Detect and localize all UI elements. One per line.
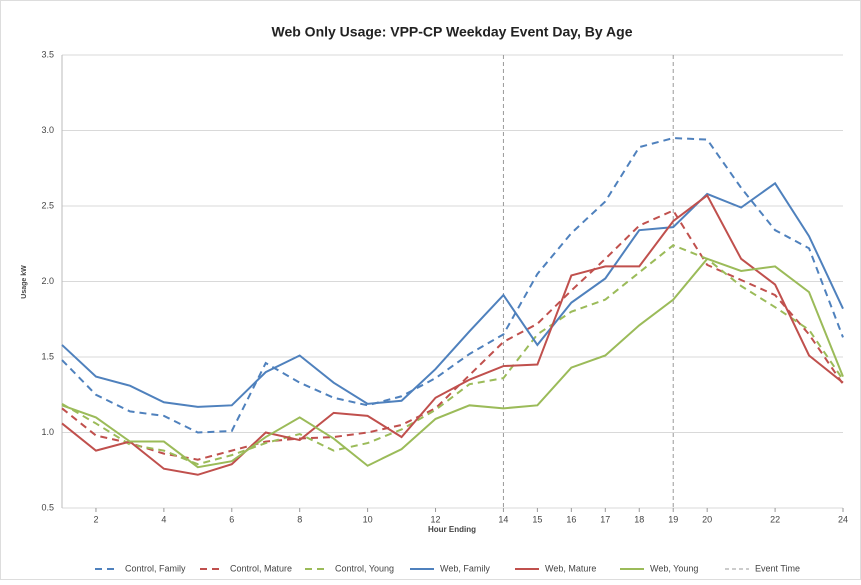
x-tick-label: 12 bbox=[431, 514, 441, 524]
legend-label: Web, Mature bbox=[545, 563, 596, 573]
series-line bbox=[61, 257, 844, 469]
x-tick-label: 2 bbox=[93, 514, 98, 524]
y-tick-label: 1.0 bbox=[41, 427, 54, 437]
x-tick-label: 18 bbox=[634, 514, 644, 524]
y-tick-label: 1.5 bbox=[41, 351, 54, 361]
x-tick-label: 10 bbox=[363, 514, 373, 524]
x-axis-label: Hour Ending bbox=[428, 525, 476, 534]
legend-label: Control, Young bbox=[335, 563, 394, 573]
x-tick-label: 14 bbox=[498, 514, 508, 524]
legend-label: Web, Young bbox=[650, 563, 698, 573]
x-tick-label: 22 bbox=[770, 514, 780, 524]
series-line bbox=[61, 181, 844, 408]
legend-label: Web, Family bbox=[440, 563, 490, 573]
y-tick-label: 2.5 bbox=[41, 200, 54, 210]
x-tick-label: 20 bbox=[702, 514, 712, 524]
x-tick-label: 15 bbox=[532, 514, 542, 524]
series-line bbox=[61, 137, 844, 434]
y-axis-label: Usage kW bbox=[21, 265, 28, 299]
legend-label: Event Time bbox=[755, 563, 800, 573]
y-tick-label: 2.0 bbox=[41, 276, 54, 286]
x-tick-label: 17 bbox=[600, 514, 610, 524]
x-tick-label: 24 bbox=[838, 514, 848, 524]
chart-title: Web Only Usage: VPP-CP Weekday Event Day… bbox=[271, 24, 632, 40]
x-tick-label: 6 bbox=[229, 514, 234, 524]
y-tick-label: 0.5 bbox=[41, 502, 54, 512]
legend-label: Control, Mature bbox=[230, 563, 292, 573]
series-line bbox=[61, 193, 844, 476]
y-tick-label: 3.0 bbox=[41, 125, 54, 135]
y-tick-label: 3.5 bbox=[41, 49, 54, 59]
x-tick-label: 19 bbox=[668, 514, 678, 524]
x-tick-label: 4 bbox=[161, 514, 166, 524]
legend-label: Control, Family bbox=[125, 563, 186, 573]
x-tick-label: 8 bbox=[297, 514, 302, 524]
x-tick-label: 16 bbox=[566, 514, 576, 524]
